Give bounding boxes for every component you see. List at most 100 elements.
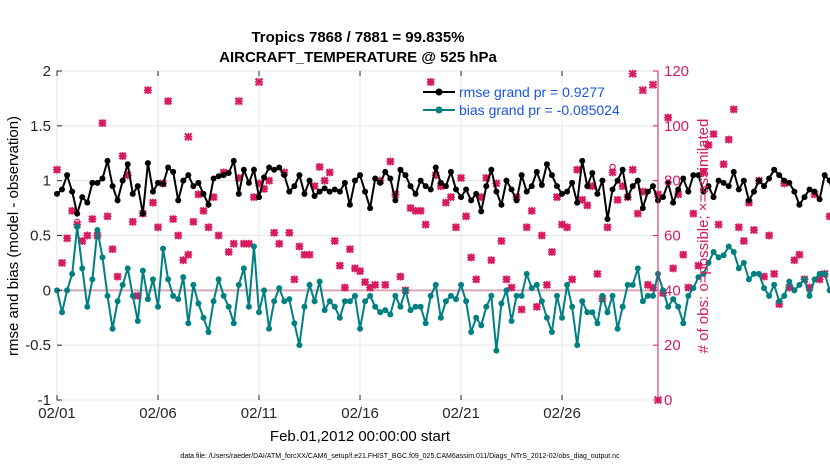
- left-y-tick-label: 1.5: [30, 118, 51, 135]
- bias-point: [200, 314, 207, 321]
- bias-point: [301, 303, 308, 310]
- left-y-axis-label: rmse and bias (model - observation): [5, 116, 22, 356]
- rmse-point: [488, 166, 495, 173]
- rmse-point: [493, 188, 500, 195]
- bias-point: [503, 287, 510, 294]
- rmse-point: [730, 168, 737, 175]
- rmse-point: [64, 172, 71, 179]
- bias-point: [79, 265, 86, 272]
- obs-assimilated-marker: [164, 97, 173, 106]
- bias-point: [483, 303, 490, 310]
- obs-assimilated-marker: [234, 96, 243, 106]
- rmse-point: [821, 172, 828, 179]
- rmse-point: [569, 179, 576, 186]
- bias-point: [387, 311, 394, 318]
- obs-assimilated-marker: [184, 132, 193, 141]
- rmse-point: [473, 190, 480, 197]
- bias-point: [559, 314, 566, 321]
- rmse-point: [735, 186, 742, 193]
- bias-point: [134, 318, 141, 325]
- obs-assimilated-marker: [462, 212, 471, 221]
- obs-assimilated-marker: [199, 206, 208, 215]
- bias-point: [493, 347, 500, 354]
- bias-point: [210, 298, 217, 305]
- rmse-point: [266, 164, 273, 171]
- bias-point: [791, 287, 798, 294]
- rmse-point: [129, 190, 136, 197]
- bias-point: [745, 276, 752, 283]
- rmse-point: [397, 166, 404, 173]
- rmse-point: [185, 172, 192, 179]
- bias-point: [569, 303, 576, 310]
- bias-point: [826, 287, 830, 294]
- legend-rmse-label: rmse grand pr = 0.9277: [459, 84, 605, 100]
- obs-assimilated-marker: [638, 86, 648, 95]
- rmse-point: [604, 216, 611, 223]
- obs-assimilated-marker: [154, 223, 163, 232]
- rmse-point: [165, 164, 172, 171]
- bias-point: [392, 292, 399, 299]
- x-tick-label: 02/21: [442, 405, 480, 422]
- rmse-point: [609, 186, 616, 193]
- rmse-point: [781, 177, 788, 184]
- x-tick-label: 02/06: [139, 405, 177, 422]
- bias-point: [720, 252, 727, 259]
- bias-point: [821, 270, 828, 277]
- rmse-point: [437, 179, 444, 186]
- rmse-point: [750, 188, 757, 195]
- bias-point: [574, 342, 581, 349]
- rmse-point: [675, 186, 682, 193]
- right-y-tick-label: 60: [664, 228, 681, 245]
- bias-point: [346, 298, 353, 305]
- obs-assimilated-marker: [487, 256, 496, 265]
- rmse-point: [594, 190, 601, 197]
- x-tick-label: 02/26: [543, 405, 581, 422]
- bias-point: [766, 292, 773, 299]
- left-y-tick-label: 2: [43, 63, 51, 80]
- left-y-axis-ticks: -1 -0.5 0 0.5 1 1.5 2: [25, 63, 62, 409]
- bias-point: [735, 265, 742, 272]
- obs-assimilated-marker: [689, 209, 698, 218]
- bias-point: [533, 281, 540, 288]
- bias-point: [548, 329, 555, 336]
- rmse-point: [649, 183, 656, 190]
- rmse-point: [766, 175, 773, 182]
- rmse-point: [124, 161, 131, 168]
- obs-assimilated-marker: [169, 215, 178, 224]
- obs-assimilated-marker: [63, 234, 72, 243]
- rmse-point: [548, 172, 555, 179]
- rmse-point: [685, 188, 692, 195]
- rmse-point: [336, 188, 343, 195]
- obs-assimilated-marker: [457, 173, 466, 182]
- rmse-point: [407, 183, 414, 190]
- rmse-point: [483, 183, 490, 190]
- rmse-point: [149, 188, 156, 195]
- legend-bias-marker: [435, 106, 443, 114]
- bias-point: [245, 303, 252, 310]
- rmse-point: [417, 177, 424, 184]
- obs-assimilated-marker: [446, 193, 455, 202]
- obs-assimilated-marker: [275, 239, 284, 248]
- obs-assimilated-marker: [285, 228, 294, 237]
- rmse-point: [559, 190, 566, 197]
- bias-point: [336, 314, 343, 321]
- bias-point: [473, 314, 480, 321]
- obs-assimilated-marker: [684, 283, 693, 292]
- bias-point: [321, 307, 328, 314]
- bias-point: [468, 329, 475, 336]
- bias-point: [776, 298, 783, 305]
- bias-point: [518, 292, 525, 299]
- rmse-point: [452, 186, 459, 193]
- rmse-point: [816, 196, 823, 203]
- right-y-axis-ticks: 0 20 40 60 80 100 120: [653, 63, 689, 409]
- rmse-point: [59, 186, 66, 193]
- obs-assimilated-marker: [593, 269, 602, 278]
- data-file-footer: data file: /Users/raeder/DAI/ATM_forcXX/…: [180, 453, 620, 460]
- obs-assimilated-marker: [628, 165, 637, 174]
- bias-point: [710, 248, 717, 255]
- bias-point: [311, 298, 318, 305]
- rmse-point: [362, 188, 369, 195]
- rmse-point: [427, 186, 434, 193]
- rmse-point: [826, 177, 830, 184]
- x-tick-label: 02/01: [38, 405, 76, 422]
